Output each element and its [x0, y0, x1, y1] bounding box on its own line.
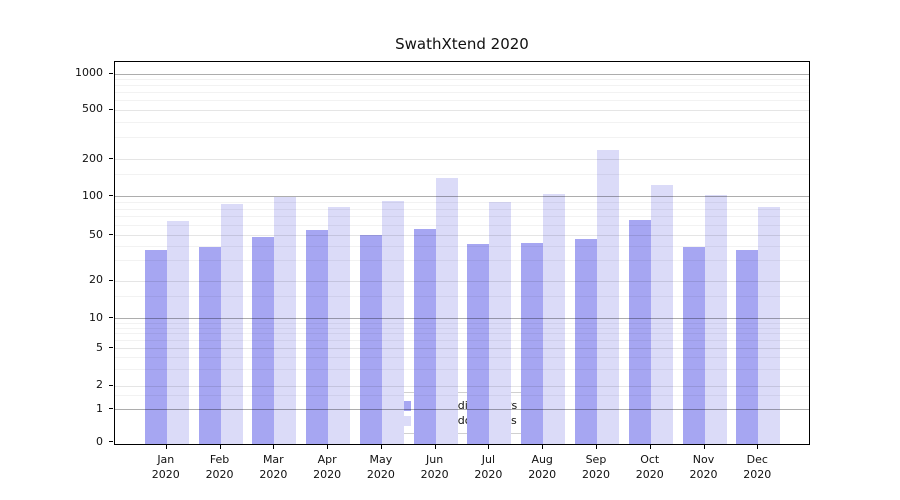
y-tick-label: 200 [82, 151, 103, 165]
chart-title: SwathXtend 2020 [395, 35, 529, 53]
x-tick-mark [219, 445, 221, 449]
minor-gridline [115, 92, 809, 94]
x-tick-mark [273, 445, 275, 449]
y-tick-mark [109, 195, 113, 197]
x-tick-label: Oct 2020 [635, 453, 664, 481]
minor-gridline [115, 79, 809, 81]
bar-aug-downloads [543, 194, 566, 444]
x-tick-mark [488, 445, 490, 449]
minor-gridline [115, 121, 809, 123]
bar-nov-downloads [704, 195, 727, 444]
y-tick-mark [109, 347, 113, 348]
y-tick-label: 20 [89, 273, 103, 287]
gridline [115, 109, 809, 111]
y-tick-mark [109, 279, 113, 281]
bar-mar-distinct-ips [252, 237, 275, 444]
minor-gridline [115, 85, 809, 87]
x-tick-mark [757, 445, 759, 449]
bar-aug-distinct-ips [521, 242, 544, 444]
x-tick-label: Mar 2020 [259, 453, 288, 481]
x-tick-label: Aug 2020 [528, 453, 557, 481]
bar-jun-distinct-ips [413, 228, 436, 444]
x-tick-mark [595, 445, 597, 449]
x-tick-label: Jul 2020 [474, 453, 503, 481]
bar-apr-downloads [328, 206, 351, 444]
x-tick-label: Jan 2020 [151, 453, 180, 481]
bar-oct-distinct-ips [628, 220, 651, 444]
legend-item: Nb of distinct IPs [387, 398, 535, 413]
y-tick-label: 100 [82, 188, 103, 202]
y-tick-mark [109, 317, 113, 318]
x-tick-label: Feb 2020 [205, 453, 234, 481]
y-tick-mark [109, 441, 113, 442]
y-tick-label: 50 [89, 227, 103, 241]
minor-gridline [115, 100, 809, 102]
bar-jan-distinct-ips [144, 250, 167, 444]
x-tick-label: Sep 2020 [581, 453, 610, 481]
x-tick-mark [649, 445, 651, 449]
y-tick-label: 0 [96, 434, 103, 448]
x-tick-mark [327, 445, 329, 449]
x-tick-label: May 2020 [366, 453, 395, 481]
y-tick-mark [109, 408, 113, 409]
bar-may-distinct-ips [359, 235, 382, 444]
bar-jul-downloads [489, 201, 512, 444]
bar-jun-downloads [435, 178, 458, 444]
y-tick-label: 2 [96, 378, 103, 392]
plot-area [114, 61, 810, 445]
y-tick-mark [109, 72, 113, 74]
x-tick-mark [165, 445, 167, 449]
x-tick-label: Jun 2020 [420, 453, 449, 481]
bar-dec-distinct-ips [736, 250, 759, 444]
bar-apr-distinct-ips [306, 229, 329, 444]
bar-feb-distinct-ips [198, 247, 221, 444]
y-tick-label: 5 [96, 340, 103, 354]
y-tick-label: 1 [96, 401, 103, 415]
bar-dec-downloads [758, 207, 781, 444]
bar-sep-downloads [596, 150, 619, 444]
y-tick-label: 10 [89, 310, 103, 324]
x-tick-label: Nov 2020 [689, 453, 718, 481]
bar-feb-downloads [220, 204, 243, 444]
y-tick-mark [109, 234, 113, 235]
y-tick-label: 500 [82, 102, 103, 116]
y-tick-label: 1000 [75, 66, 103, 80]
major-gridline [115, 73, 809, 75]
y-tick-mark [109, 384, 113, 386]
bar-jan-downloads [166, 221, 189, 444]
x-tick-mark [380, 445, 382, 449]
x-tick-mark [703, 445, 705, 449]
x-tick-mark [434, 445, 436, 449]
bar-nov-distinct-ips [682, 247, 705, 444]
bar-sep-distinct-ips [574, 239, 597, 444]
y-tick-mark [109, 158, 113, 159]
x-tick-label: Dec 2020 [743, 453, 772, 481]
bar-jul-distinct-ips [467, 243, 490, 444]
gridline [115, 159, 809, 160]
minor-gridline [115, 174, 809, 176]
x-tick-label: Apr 2020 [313, 453, 342, 481]
bar-oct-downloads [650, 185, 673, 444]
minor-gridline [115, 137, 809, 139]
legend-item: Nb of downloads [387, 413, 535, 428]
bar-mar-downloads [274, 197, 297, 444]
x-tick-mark [542, 445, 544, 449]
bar-may-downloads [381, 200, 404, 444]
y-tick-mark [109, 108, 113, 110]
